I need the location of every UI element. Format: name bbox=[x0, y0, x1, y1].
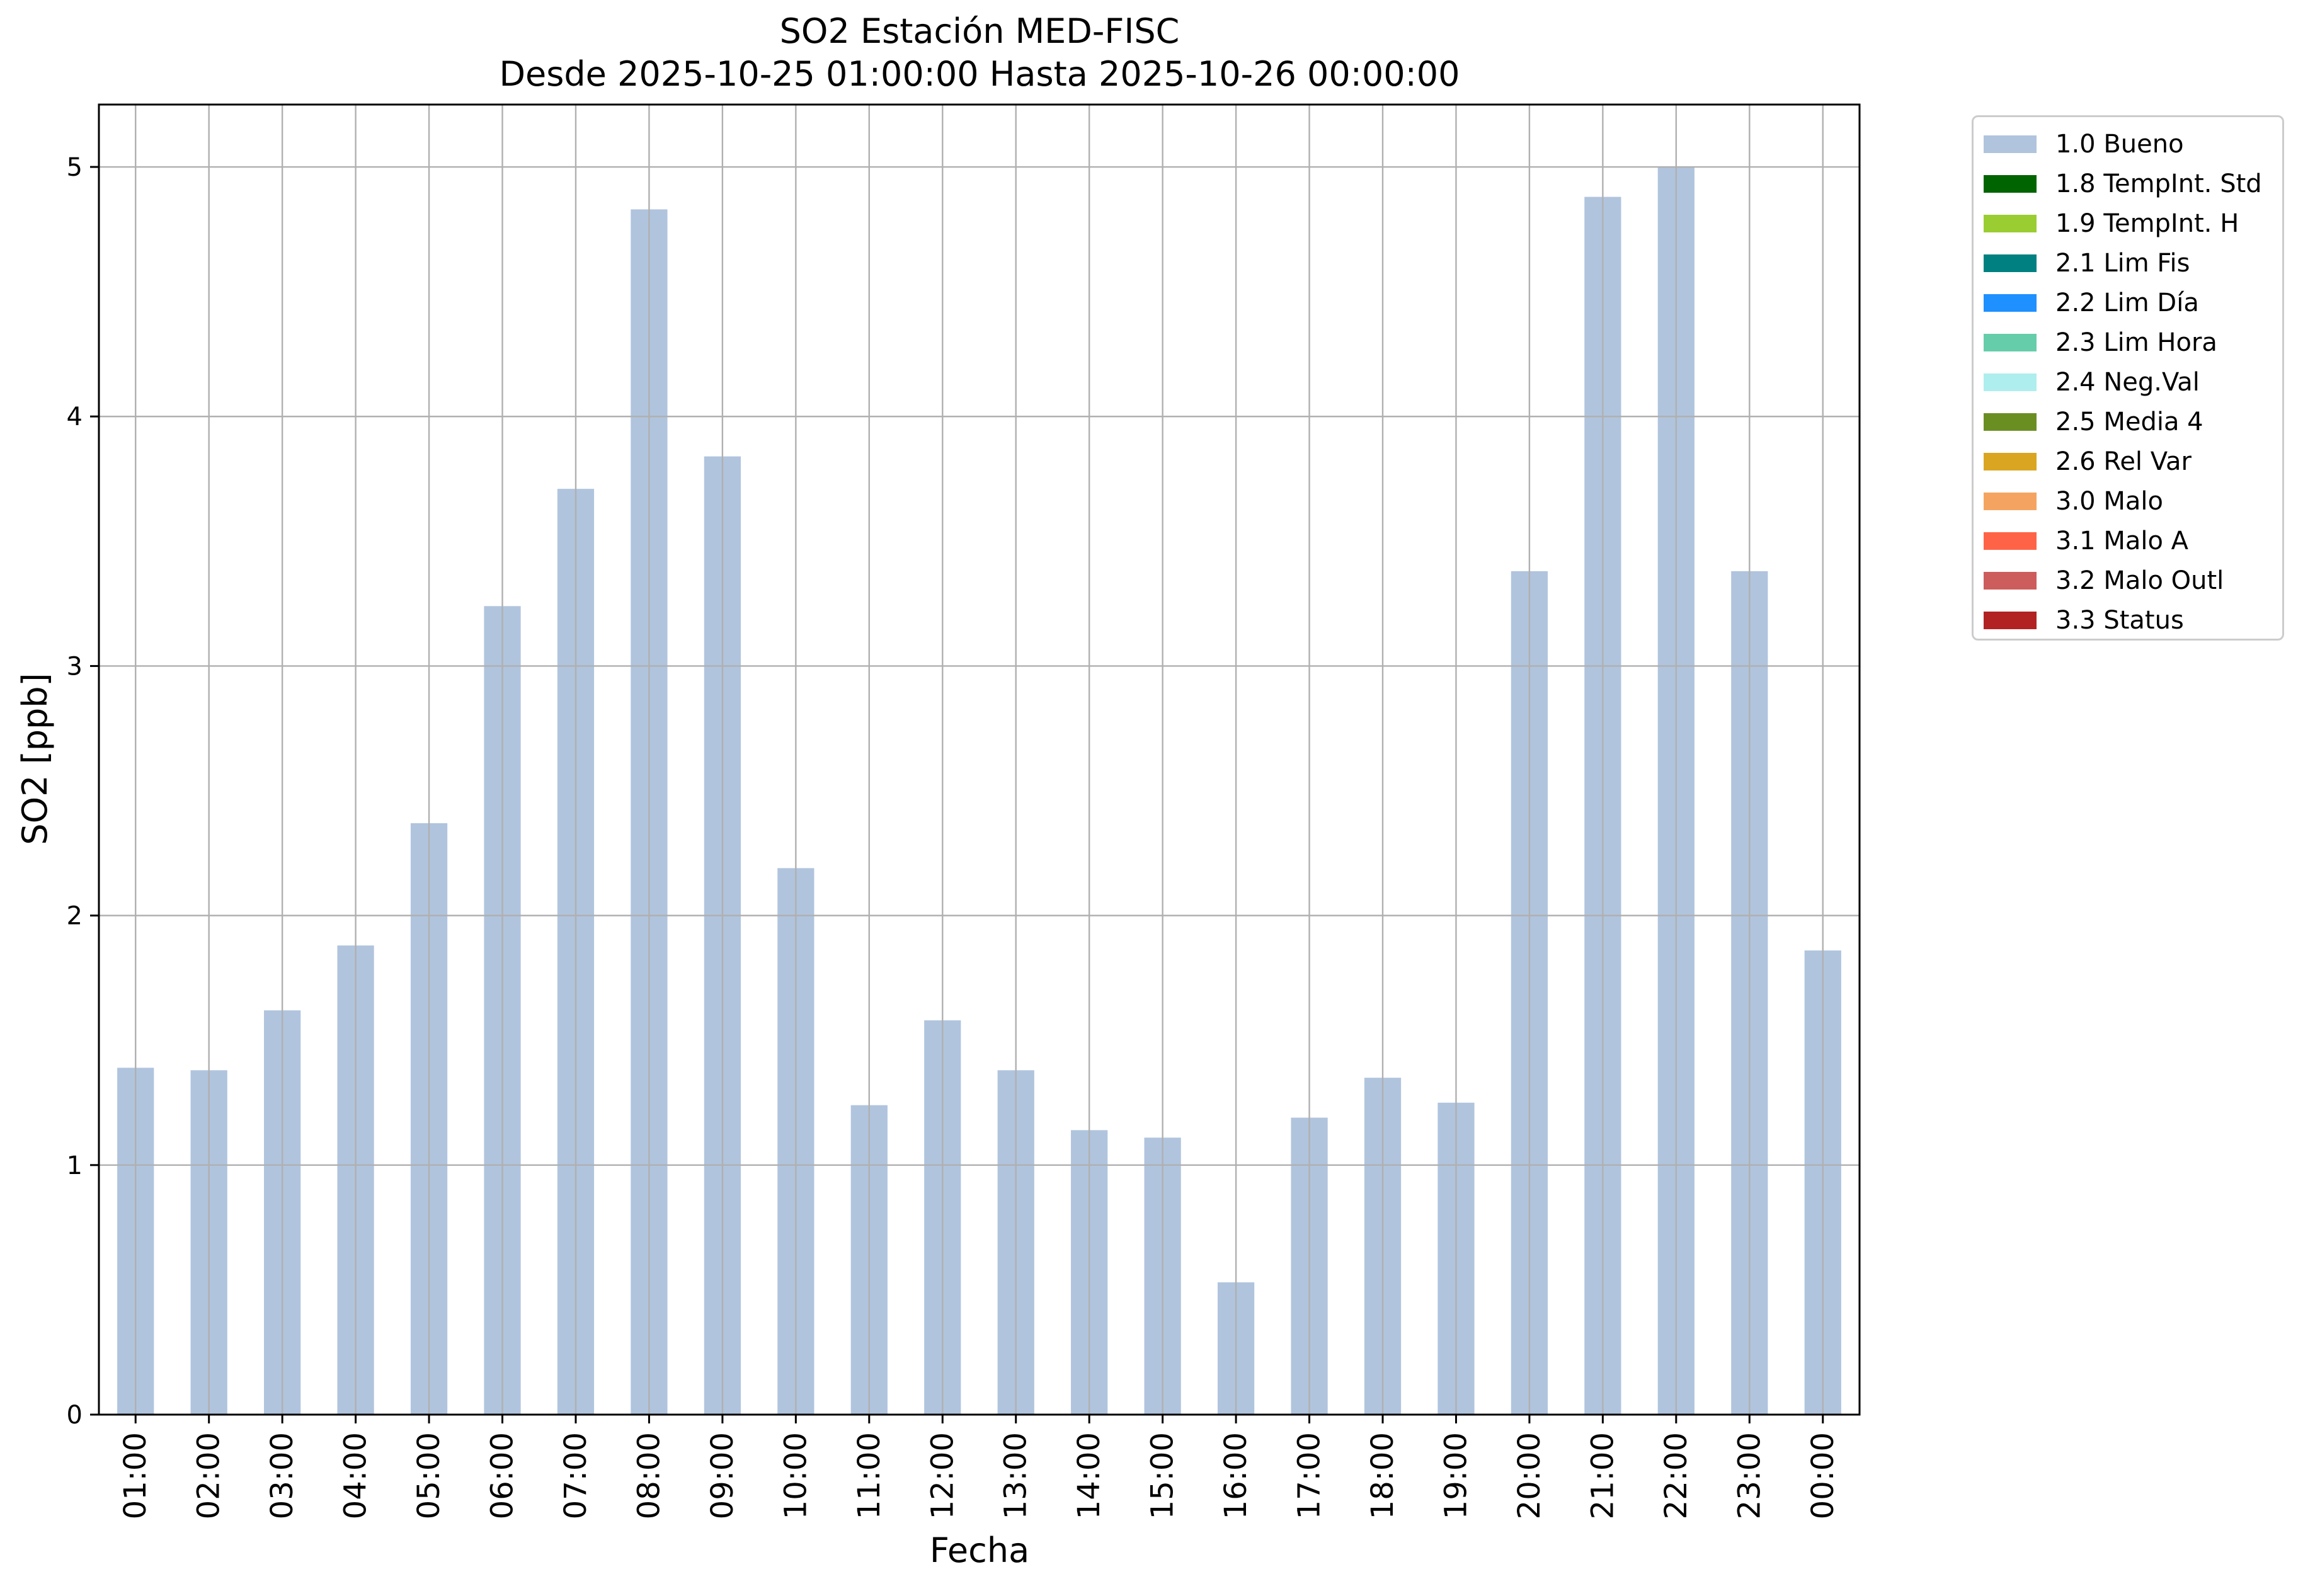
x-tick-label: 02:00 bbox=[191, 1432, 227, 1519]
legend-label: 2.5 Media 4 bbox=[2055, 408, 2203, 436]
legend-label: 3.0 Malo bbox=[2055, 487, 2163, 516]
legend: 1.0 Bueno 1.8 TempInt. Std 1.9 TempInt. H 2… bbox=[1972, 115, 2284, 641]
x-tick-label: 11:00 bbox=[852, 1432, 887, 1519]
legend-label: 1.0 Bueno bbox=[2055, 130, 2184, 159]
legend-label: 3.3 Status bbox=[2055, 606, 2184, 635]
legend-swatch bbox=[1984, 453, 2037, 470]
legend-label: 3.2 Malo Outl bbox=[2055, 566, 2224, 595]
y-axis-label: SO2 [ppb] bbox=[15, 673, 55, 845]
x-tick-label: 04:00 bbox=[338, 1432, 374, 1519]
legend-swatch bbox=[1984, 334, 2037, 351]
legend-label: 2.4 Neg.Val bbox=[2055, 368, 2200, 397]
legend-label: 2.1 Lim Fis bbox=[2055, 249, 2190, 278]
x-tick-label: 03:00 bbox=[265, 1432, 300, 1519]
legend-swatch bbox=[1984, 294, 2037, 312]
x-tick-label: 10:00 bbox=[778, 1432, 813, 1519]
x-tick-label: 19:00 bbox=[1438, 1432, 1473, 1519]
y-tick-label: 2 bbox=[67, 902, 83, 931]
legend-item: 2.1 Lim Fis bbox=[1974, 244, 2282, 282]
x-tick-label: 05:00 bbox=[411, 1432, 447, 1519]
x-tick-label: 23:00 bbox=[1732, 1432, 1767, 1519]
legend-item: 2.6 Rel Var bbox=[1974, 442, 2282, 480]
x-tick-label: 08:00 bbox=[631, 1432, 666, 1519]
y-tick-label: 0 bbox=[67, 1401, 83, 1430]
x-tick-label: 22:00 bbox=[1659, 1432, 1694, 1519]
legend-swatch bbox=[1984, 373, 2037, 391]
plot-background bbox=[99, 105, 1860, 1415]
x-tick-label: 09:00 bbox=[705, 1432, 740, 1519]
legend-item: 1.9 TempInt. H bbox=[1974, 204, 2282, 242]
legend-swatch bbox=[1984, 175, 2037, 193]
legend-swatch bbox=[1984, 215, 2037, 232]
legend-swatch bbox=[1984, 493, 2037, 510]
x-tick-label: 06:00 bbox=[485, 1432, 520, 1519]
legend-swatch bbox=[1984, 532, 2037, 550]
legend-item: 2.3 Lim Hora bbox=[1974, 323, 2282, 361]
chart-subtitle: Desde 2025-10-25 01:00:00 Hasta 2025-10-… bbox=[499, 54, 1460, 94]
legend-label: 2.6 Rel Var bbox=[2055, 447, 2192, 476]
legend-label: 1.9 TempInt. H bbox=[2055, 209, 2239, 238]
legend-label: 1.8 TempInt. Std bbox=[2055, 169, 2262, 198]
x-tick-label: 07:00 bbox=[558, 1432, 593, 1519]
plot-frame bbox=[98, 103, 1861, 1416]
legend-swatch bbox=[1984, 572, 2037, 590]
legend-label: 2.2 Lim Día bbox=[2055, 288, 2199, 317]
x-tick-label: 21:00 bbox=[1585, 1432, 1620, 1519]
legend-swatch bbox=[1984, 135, 2037, 153]
x-tick-label: 14:00 bbox=[1071, 1432, 1107, 1519]
x-tick-label: 13:00 bbox=[998, 1432, 1034, 1519]
legend-swatch bbox=[1984, 612, 2037, 629]
legend-item: 3.3 Status bbox=[1974, 601, 2282, 639]
legend-item: 2.4 Neg.Val bbox=[1974, 363, 2282, 401]
legend-item: 3.0 Malo bbox=[1974, 482, 2282, 520]
x-tick-label: 16:00 bbox=[1218, 1432, 1254, 1519]
x-axis-label: Fecha bbox=[929, 1530, 1030, 1570]
x-tick-label: 17:00 bbox=[1292, 1432, 1327, 1519]
legend-item: 3.2 Malo Outl bbox=[1974, 561, 2282, 599]
legend-swatch bbox=[1984, 254, 2037, 272]
x-tick-label: 00:00 bbox=[1805, 1432, 1841, 1519]
legend-item: 3.1 Malo A bbox=[1974, 522, 2282, 559]
legend-label: 2.3 Lim Hora bbox=[2055, 328, 2217, 357]
chart-title: SO2 Estación MED-FISC bbox=[779, 11, 1180, 51]
legend-item: 1.0 Bueno bbox=[1974, 125, 2282, 162]
y-tick-label: 3 bbox=[67, 652, 83, 681]
legend-item: 2.5 Media 4 bbox=[1974, 402, 2282, 440]
x-tick-label: 12:00 bbox=[925, 1432, 960, 1519]
x-tick-label: 15:00 bbox=[1145, 1432, 1180, 1519]
y-tick-label: 4 bbox=[67, 402, 83, 431]
x-tick-label: 01:00 bbox=[118, 1432, 153, 1519]
y-tick-label: 1 bbox=[67, 1151, 83, 1180]
legend-label: 3.1 Malo A bbox=[2055, 527, 2189, 556]
legend-swatch bbox=[1984, 413, 2037, 431]
x-tick-label: 18:00 bbox=[1365, 1432, 1400, 1519]
x-tick-label: 20:00 bbox=[1512, 1432, 1547, 1519]
legend-item: 1.8 TempInt. Std bbox=[1974, 164, 2282, 202]
y-tick-label: 5 bbox=[67, 153, 83, 182]
legend-item: 2.2 Lim Día bbox=[1974, 283, 2282, 321]
